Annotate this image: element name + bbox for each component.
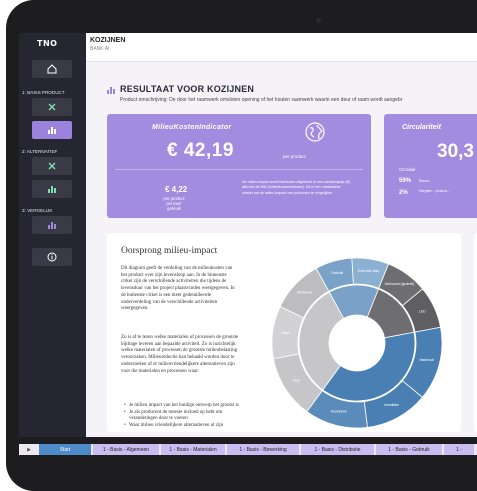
- origin-paragraph-2: Zo is af te lezen welke materialen of pr…: [121, 335, 239, 374]
- play-icon: ▶: [27, 446, 31, 453]
- sidebar-alt-tools-button[interactable]: [32, 157, 72, 175]
- right-card: To M: [474, 233, 477, 432]
- origin-bullet: Je milieu impact van het huidige ontwerp…: [124, 403, 245, 410]
- origin-bullet-list: Je milieu impact van het huidige ontwerp…: [124, 403, 245, 429]
- donut-outer-label: Gebruiks fase: [358, 269, 380, 273]
- circularity-card: Circulariteit 30,3 Circulair 59% Secun..…: [384, 114, 477, 218]
- origin-paragraph-1: Dit diagram geeft de verdeling van de mi…: [121, 266, 235, 312]
- sidebar-section-vergelijk: 3: VERGELIJK: [22, 208, 53, 213]
- tab-basis-bewerking[interactable]: 1 - Basis - Bewerking: [227, 444, 301, 455]
- tab-basis-gebruik[interactable]: 1 - Basis - Gebruik: [376, 444, 444, 455]
- circularity-title: Circulariteit: [402, 124, 441, 131]
- tab-basis-next[interactable]: 1 -: [444, 444, 476, 455]
- tab-basis-distributie[interactable]: 1 - Basis - Distributie: [301, 444, 376, 455]
- result-title: RESULTAAT VOOR KOZIJNEN: [120, 84, 255, 94]
- origin-bullet: Waar milieu vriendelijkere alternatieven…: [124, 423, 245, 430]
- mki-title: MilieuKostenIndicator: [152, 124, 232, 131]
- screen: TNO 1: BASIS PRODUCT 2: ALTERNATIEF 3: V…: [19, 33, 477, 458]
- result-chart-icon: [107, 87, 115, 94]
- sheet-tabs: ▶ Start 1 - Basis - Algemeen 1 - Basis -…: [19, 444, 477, 455]
- circularity-label: Circulair: [399, 167, 416, 172]
- page-title: KOZIJNEN: [90, 37, 126, 44]
- bar-chart-icon: [48, 127, 56, 134]
- wrench-icon: [48, 103, 56, 111]
- donut-outer-label: Glas: [293, 378, 300, 382]
- donut-inner-segment: [322, 331, 416, 402]
- home-icon: [47, 64, 57, 74]
- donut-inner-segment: [298, 291, 345, 391]
- info-icon: [47, 252, 57, 262]
- main-content: RESULTAAT VOOR KOZIJNEN Product omschrij…: [86, 61, 477, 437]
- tab-start[interactable]: Start: [39, 444, 93, 455]
- origin-card: Oorsprong milieu-impact Dit diagram geef…: [107, 233, 461, 432]
- tab-scroll-button[interactable]: ▶: [19, 444, 39, 455]
- donut-outer-label: Distributie: [297, 291, 313, 295]
- impact-donut-chart: Gebruik Gebruiks fase Gebouwd (gedeelt) LED…: [271, 257, 443, 429]
- sidebar-section-basis: 1: BASIS PRODUCT: [22, 90, 65, 95]
- donut-outer-segment: [279, 267, 330, 319]
- circularity-row-text: Hergebr... product...: [419, 189, 450, 193]
- donut-outer-label: Gebruik: [331, 271, 344, 275]
- sidebar-compare-button[interactable]: [32, 216, 72, 234]
- donut-outer-label: Staal: [282, 331, 290, 335]
- product-description: Product omschrijving: De door het raamwe…: [120, 97, 403, 103]
- network-icon: [48, 186, 56, 193]
- circularity-row-pct: 2%: [399, 190, 408, 196]
- circularity-row-pct: 59%: [399, 178, 412, 184]
- app-header: KOZIJNEN BANK AI: [86, 33, 477, 62]
- globe-icon: [305, 122, 325, 142]
- mki-card: MilieuKostenIndicator € 42,19 per produc…: [107, 114, 371, 218]
- origin-title: Oorsprong milieu-impact: [121, 246, 218, 256]
- logo: TNO: [37, 39, 58, 48]
- donut-outer-label: Aluminium: [331, 410, 347, 414]
- donut-outer-label: Materiaal: [419, 358, 434, 362]
- camera-dot: [316, 18, 321, 23]
- sidebar-section-alternatief: 2: ALTERNATIEF: [22, 149, 58, 154]
- sidebar-basis-tools-button[interactable]: [32, 98, 72, 116]
- mki-unit: per product: [283, 154, 306, 159]
- sidebar-alt-network-button[interactable]: [32, 180, 72, 198]
- mki-divider: [115, 169, 363, 170]
- circularity-value: 30,3: [437, 141, 474, 162]
- sidebar-basis-chart-button[interactable]: [32, 121, 72, 139]
- origin-bullet: Je als producent de meeste invloed op he…: [124, 410, 245, 423]
- mki-explanation: De milieu-impact wordt hierboven uitgedr…: [242, 180, 352, 195]
- mki-unit-per-use: per product per keer gebruik: [163, 196, 185, 211]
- donut-outer-label: Gebouwd (gedeelt): [385, 282, 415, 286]
- tab-basis-algemeen[interactable]: 1 - Basis - Algemeen: [93, 444, 161, 455]
- donut-outer-label: LED: [419, 310, 426, 314]
- sidebar-info-button[interactable]: [32, 248, 72, 266]
- bar-chart-icon: [48, 222, 56, 229]
- sheet-tab-bar: ▶ Start 1 - Basis - Algemeen 1 - Basis -…: [19, 437, 477, 458]
- tab-basis-materialen[interactable]: 1 - Basis - Materialen: [161, 444, 227, 455]
- donut-outer-label: Installatie: [384, 403, 399, 407]
- mki-value-per-use: € 4,22: [165, 185, 188, 194]
- circularity-row-text: Secun...: [419, 179, 432, 183]
- page-subtitle: BANK AI: [90, 46, 110, 52]
- wrench-icon: [48, 162, 56, 170]
- mki-value: € 42,19: [167, 140, 234, 161]
- sidebar-home-button[interactable]: [32, 60, 72, 78]
- sidebar: TNO 1: BASIS PRODUCT 2: ALTERNATIEF 3: V…: [19, 33, 86, 437]
